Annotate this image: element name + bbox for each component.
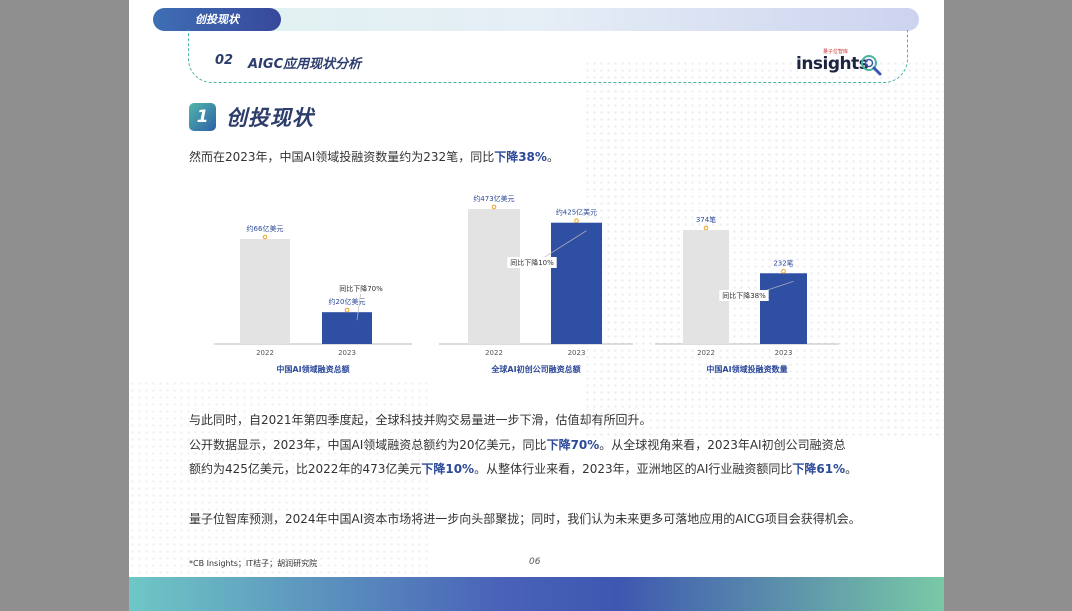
magnifier-icon (861, 55, 882, 76)
dot-pattern (129, 380, 429, 580)
data-label: 约66亿美元 (247, 224, 284, 233)
logo: insights (796, 54, 869, 74)
body-text: 。 (845, 462, 858, 476)
x-tick-label: 2022 (485, 349, 503, 357)
bar (551, 222, 602, 344)
dot-pattern (584, 60, 944, 440)
annotation-box (336, 283, 386, 294)
chart-title: 全球AI初创公司融资总额 (490, 364, 580, 374)
body-line-1: 与此同时，自2021年第四季度起，全球科技并购交易量进一步下滑，估值却有所回升。 (189, 413, 652, 427)
intro-paragraph: 然而在2023年，中国AI领域投融资数量约为232笔，同比下降38%。 (189, 148, 559, 165)
annotation-box (507, 257, 557, 268)
logo-subtext: 量子位智库 (823, 49, 849, 55)
data-label: 374笔 (696, 215, 716, 224)
annotation-label: 同比下降70% (339, 284, 383, 293)
heading-number-badge: 1 (189, 103, 216, 131)
data-point-marker (491, 204, 497, 210)
data-label: 约473亿美元 (473, 194, 514, 203)
data-label: 约20亿美元 (329, 297, 366, 306)
bar (322, 312, 372, 344)
bar (240, 239, 290, 344)
bar (468, 209, 520, 344)
bar-charts: 约66亿美元 2022 约20亿美元 2023 同比下降70% 中国AI领域融资总额 约47… (214, 194, 839, 374)
footnote: *CB Insights；IT桔子；胡润研究院 (189, 559, 318, 568)
chart-title: 中国AI领域融资总额 (276, 364, 349, 374)
page-title: 创投现状 (226, 106, 314, 130)
annotation-label: 同比下降38% (722, 291, 766, 300)
intro-end: 。 (546, 150, 559, 164)
x-tick-label: 2023 (775, 349, 793, 357)
data-label: 232笔 (773, 258, 793, 267)
intro-text: 然而在2023年，中国AI领域投融资数量约为232笔，同比 (189, 150, 495, 164)
footer-band (129, 577, 944, 611)
data-point-marker (344, 307, 350, 313)
data-label: 约425亿美元 (556, 208, 597, 217)
body-text: 。从整体行业来看，2023年，亚洲地区的AI行业融资额同比 (474, 462, 793, 476)
x-tick-label: 2022 (697, 349, 715, 357)
x-tick-label: 2023 (338, 349, 356, 357)
body-highlight: 下降10% (421, 462, 475, 476)
body-line-4: 量子位智库预测，2024年中国AI资本市场将进一步向头部聚拢；同时，我们认为未来… (189, 512, 861, 526)
body-highlight: 下降70% (546, 438, 600, 452)
body-line-2: 公开数据显示，2023年，中国AI领域融资总额约为20亿美元，同比下降70%。从… (189, 436, 846, 453)
annotation-label: 同比下降10% (510, 258, 554, 267)
x-tick-label: 2022 (256, 349, 274, 357)
header-tag: 创投现状 (153, 8, 281, 31)
data-point-marker (703, 225, 709, 231)
bar (760, 273, 807, 344)
report-page: 创投现状 02 AIGC应用现状分析 量子位智库 insights 1 创投现状… (129, 0, 944, 611)
body-text: 公开数据显示，2023年，中国AI领域融资总额约为20亿美元，同比 (189, 438, 547, 452)
page-number: 06 (529, 557, 541, 567)
body-text: 额约为425亿美元，比2022年的473亿美元 (189, 462, 422, 476)
data-point-marker (781, 268, 786, 274)
body-highlight: 下降61% (792, 462, 846, 476)
body-text: 。从全球视角来看，2023年AI初创公司融资总 (599, 438, 846, 452)
section-number: 02 (215, 53, 234, 68)
annotation-leader (356, 290, 362, 321)
annotation-box (719, 290, 769, 301)
section-title: AIGC应用现状分析 (248, 57, 362, 72)
header-bar (153, 8, 919, 31)
bar (683, 230, 729, 344)
intro-highlight: 下降38% (494, 150, 547, 164)
body-line-3: 额约为425亿美元，比2022年的473亿美元下降10%。从整体行业来看，202… (189, 460, 857, 477)
data-point-marker (262, 234, 268, 240)
x-tick-label: 2023 (568, 349, 586, 357)
data-point-marker (574, 218, 579, 223)
section-frame (188, 30, 908, 83)
chart-title: 中国AI领域投融资数量 (706, 364, 787, 374)
